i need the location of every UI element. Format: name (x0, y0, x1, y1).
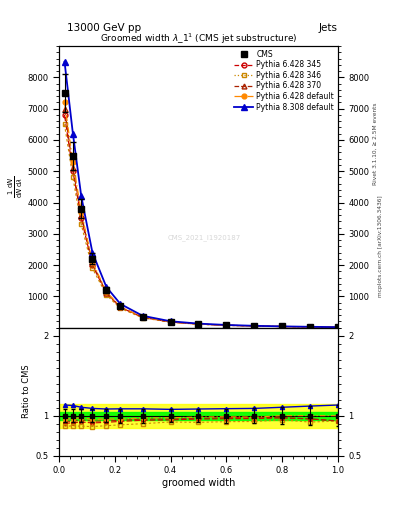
Text: mcplots.cern.ch [arXiv:1306.3436]: mcplots.cern.ch [arXiv:1306.3436] (378, 195, 383, 296)
Text: 13000 GeV pp: 13000 GeV pp (67, 23, 141, 33)
Y-axis label: Ratio to CMS: Ratio to CMS (22, 365, 31, 418)
Title: Groomed width $\lambda\_1^1$ (CMS jet substructure): Groomed width $\lambda\_1^1$ (CMS jet su… (100, 32, 297, 46)
Text: Rivet 3.1.10, ≥ 2.5M events: Rivet 3.1.10, ≥ 2.5M events (373, 102, 378, 185)
X-axis label: groomed width: groomed width (162, 478, 235, 488)
Legend: CMS, Pythia 6.428 345, Pythia 6.428 346, Pythia 6.428 370, Pythia 6.428 default,: CMS, Pythia 6.428 345, Pythia 6.428 346,… (233, 48, 336, 113)
Text: CMS_2021_I1920187: CMS_2021_I1920187 (167, 234, 241, 241)
Y-axis label: $\frac{1}{\mathrm{d}N}\frac{\mathrm{d}N}{\mathrm{d}\lambda}$: $\frac{1}{\mathrm{d}N}\frac{\mathrm{d}N}… (6, 176, 25, 198)
Text: Jets: Jets (319, 23, 338, 33)
